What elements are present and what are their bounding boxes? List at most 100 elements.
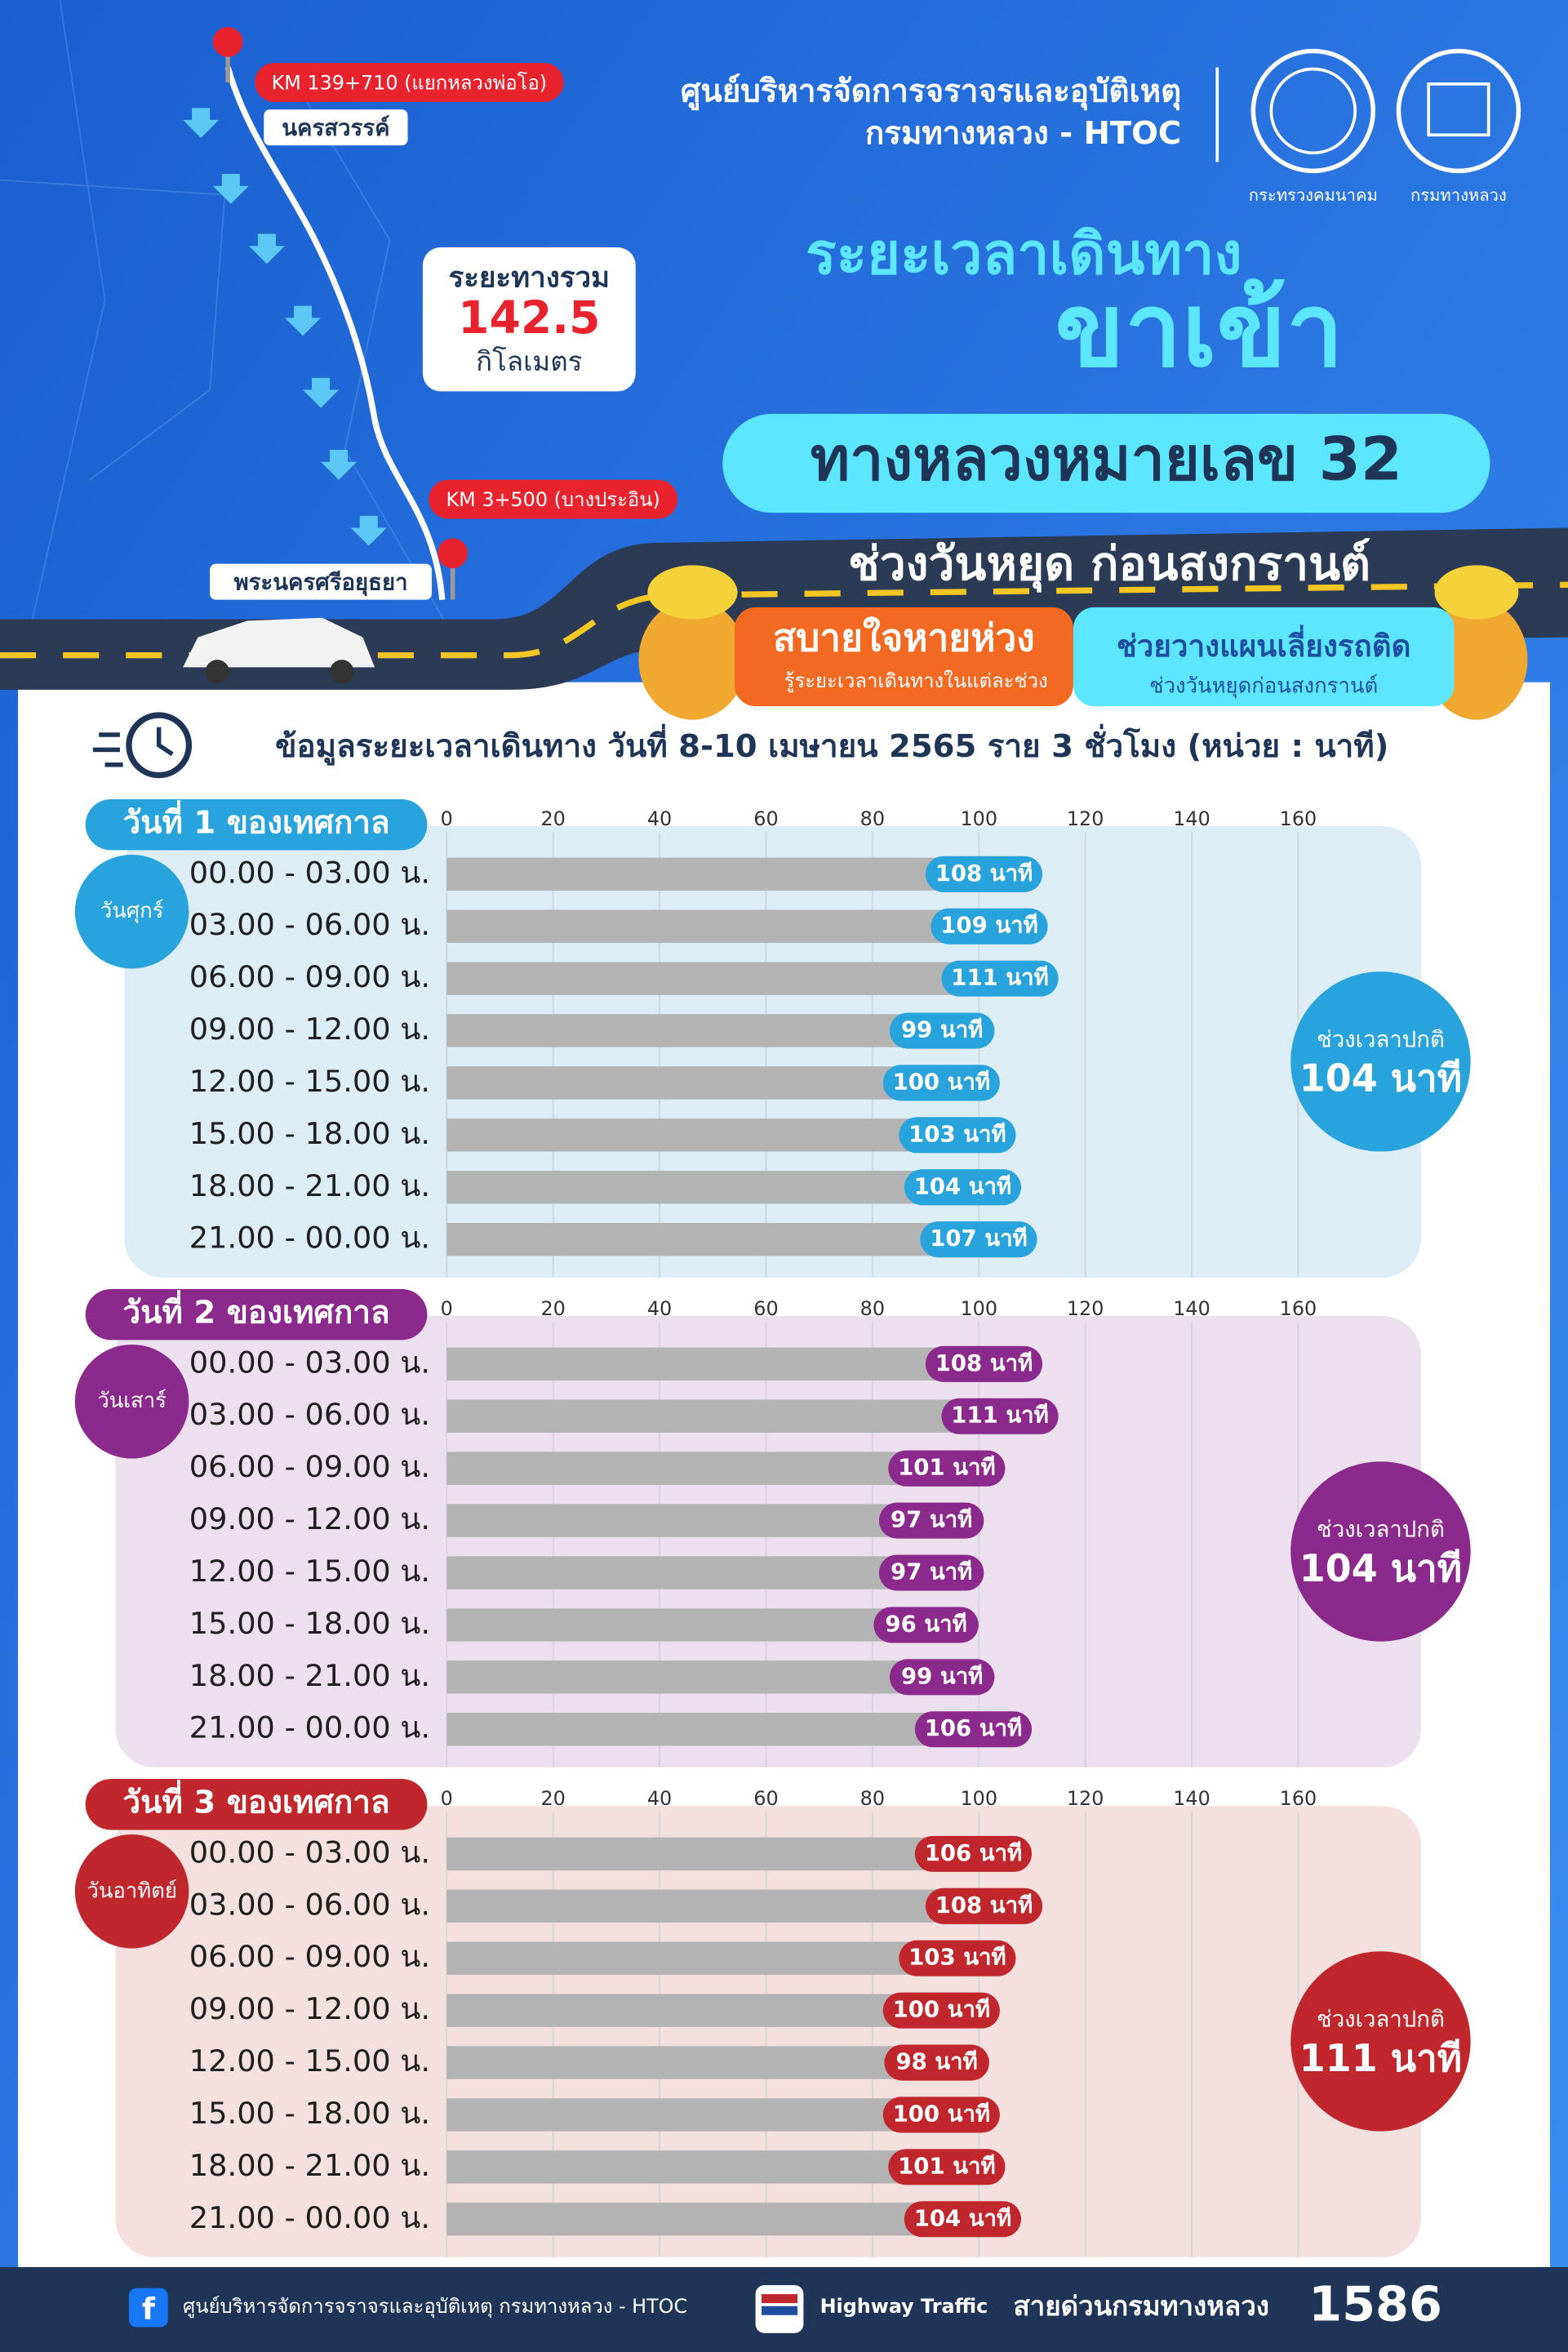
value-label: 100 นาที	[893, 1069, 990, 1095]
value-label: 107 นาที	[930, 1225, 1027, 1252]
x-tick-label: 60	[753, 1297, 778, 1320]
charts: 0 20 40 60 80 100 120 140 160 วันที่ 1 ของเทศกาลว…	[74, 798, 1471, 2257]
road-marking	[0, 581, 1568, 659]
period: ช่วงวันหยุด ก่อนสงกรานต์	[848, 537, 1370, 593]
value-label: 99 นาที	[901, 1017, 983, 1043]
chart-title-pill	[85, 1779, 428, 1830]
chart-panel	[115, 1806, 1422, 2257]
distance-label: ระยะทางรวม	[449, 262, 611, 295]
category-label: 12.00 - 15.00 น.	[189, 2043, 430, 2079]
app-icon-stripe	[761, 2294, 798, 2304]
value-label: 111 นาที	[951, 1403, 1048, 1429]
x-tick-label: 100	[960, 1787, 997, 1810]
value-label-pill	[873, 1607, 979, 1643]
map	[0, 0, 451, 630]
value-label-pill	[899, 1117, 1016, 1154]
value-label: 108 นาที	[935, 860, 1033, 887]
x-tick-label: 100	[960, 1297, 997, 1320]
bar	[446, 1608, 958, 1642]
value-label-pill	[899, 1940, 1016, 1976]
car-wheel	[205, 660, 229, 684]
normal-value: 104 นาที	[1299, 1056, 1462, 1100]
tag2-title: ช่วยวางแผนเลี่ยงรถติด	[1117, 625, 1411, 664]
category-label: 15.00 - 18.00 น.	[189, 2096, 430, 2131]
km-end-pill	[429, 479, 678, 519]
x-tick-label: 20	[540, 1297, 565, 1320]
category-label: 09.00 - 12.00 น.	[189, 1991, 430, 2026]
day-badge	[74, 1834, 189, 1949]
tag2-sub: ช่วงวันหยุดก่อนสงกรานต์	[1149, 674, 1378, 699]
value-label: 100 นาที	[893, 1997, 990, 2023]
x-tick-label: 0	[441, 1787, 453, 1810]
x-tick-label: 140	[1173, 807, 1210, 830]
direction-arrows	[183, 108, 387, 546]
category-label: 15.00 - 18.00 น.	[189, 1116, 430, 1151]
arrow	[321, 450, 358, 480]
day-label: วันเสาร์	[97, 1389, 167, 1413]
category-label: 18.00 - 21.00 น.	[189, 1168, 430, 1203]
speed-lines	[92, 732, 123, 767]
category-label: 03.00 - 06.00 น.	[189, 907, 430, 942]
value-label-pill	[904, 2201, 1022, 2238]
category-label: 09.00 - 12.00 น.	[189, 1011, 430, 1047]
headline-line1: ระยะเวลาเดินทาง	[806, 221, 1242, 287]
clock-icon	[92, 712, 193, 779]
value-label: 101 นาที	[898, 2153, 995, 2179]
city-end: พระนครศรีอยุธยา	[233, 569, 407, 596]
clock-hands	[156, 727, 174, 757]
bar	[446, 1014, 974, 1047]
tag2-box	[1073, 607, 1455, 707]
logo1	[1250, 48, 1376, 174]
category-label: 03.00 - 06.00 น.	[189, 1887, 430, 1922]
distance-box	[422, 247, 636, 392]
x-tick-label: 80	[860, 1787, 885, 1810]
footer-hotline-label: สายด่วนกรมทางหลวง	[1013, 2290, 1268, 2322]
normal-value: 111 นาที	[1299, 2036, 1462, 2080]
bar	[446, 1556, 963, 1589]
x-tick-label: 60	[753, 1787, 778, 1810]
chart-panel	[115, 1316, 1422, 1767]
org-line1: ศูนย์บริหารจัดการจราจรและอุบัติเหตุ	[681, 73, 1181, 110]
value-label: 97 นาที	[891, 1558, 972, 1585]
value-label: 104 นาที	[914, 1173, 1011, 1199]
footer-app: Highway Traffic	[820, 2295, 988, 2318]
chart-panel	[124, 826, 1422, 1278]
x-tick-label: 120	[1067, 1297, 1104, 1320]
chart-title-pill	[85, 798, 428, 851]
category-label: 06.00 - 09.00 น.	[189, 1449, 430, 1484]
value-label-pill	[882, 2096, 1000, 2133]
value-label: 108 นาที	[935, 1892, 1033, 1919]
value-label-pill	[914, 1711, 1033, 1748]
category-label: 21.00 - 00.00 น.	[189, 1220, 430, 1256]
app-icon-stripe	[761, 2305, 798, 2315]
category-label: 18.00 - 21.00 น.	[189, 1658, 430, 1693]
value-label: 98 นาที	[895, 2049, 977, 2075]
normal-label: ช่วงเวลาปกติ	[1317, 1027, 1445, 1053]
x-tick-label: 0	[441, 807, 453, 830]
value-label-pill	[941, 1398, 1059, 1434]
category-label: 00.00 - 03.00 น.	[189, 855, 430, 890]
route-pill	[722, 413, 1490, 514]
value-label: 100 นาที	[893, 2101, 990, 2127]
km-start-pill	[255, 63, 564, 102]
arrow	[248, 233, 285, 265]
value-label-pill	[925, 1887, 1043, 1924]
normal-value: 104 นาที	[1299, 1546, 1462, 1590]
bar	[446, 1504, 963, 1537]
x-tick-label: 40	[647, 1787, 672, 1810]
logo1-inner	[1269, 67, 1357, 155]
category-label: 06.00 - 09.00 น.	[189, 959, 430, 994]
day-label: วันศุกร์	[100, 899, 164, 923]
footer-facebook: ศูนย์บริหารจัดการจราจรและอุบัติเหตุ กรมท…	[183, 2295, 687, 2319]
category-label: 06.00 - 09.00 น.	[189, 1939, 430, 1974]
car	[183, 617, 375, 684]
value-label-pill	[941, 960, 1059, 997]
x-tick-label: 120	[1067, 807, 1104, 830]
value-label-pill	[888, 1450, 1006, 1487]
value-label-pill	[904, 1169, 1022, 1206]
km-end: KM 3+500 (บางประอิน)	[446, 488, 660, 511]
x-tick-label: 160	[1280, 1787, 1317, 1810]
route: ทางหลวงหมายเลข 32	[811, 425, 1402, 495]
category-label: 15.00 - 18.00 น.	[189, 1606, 430, 1641]
